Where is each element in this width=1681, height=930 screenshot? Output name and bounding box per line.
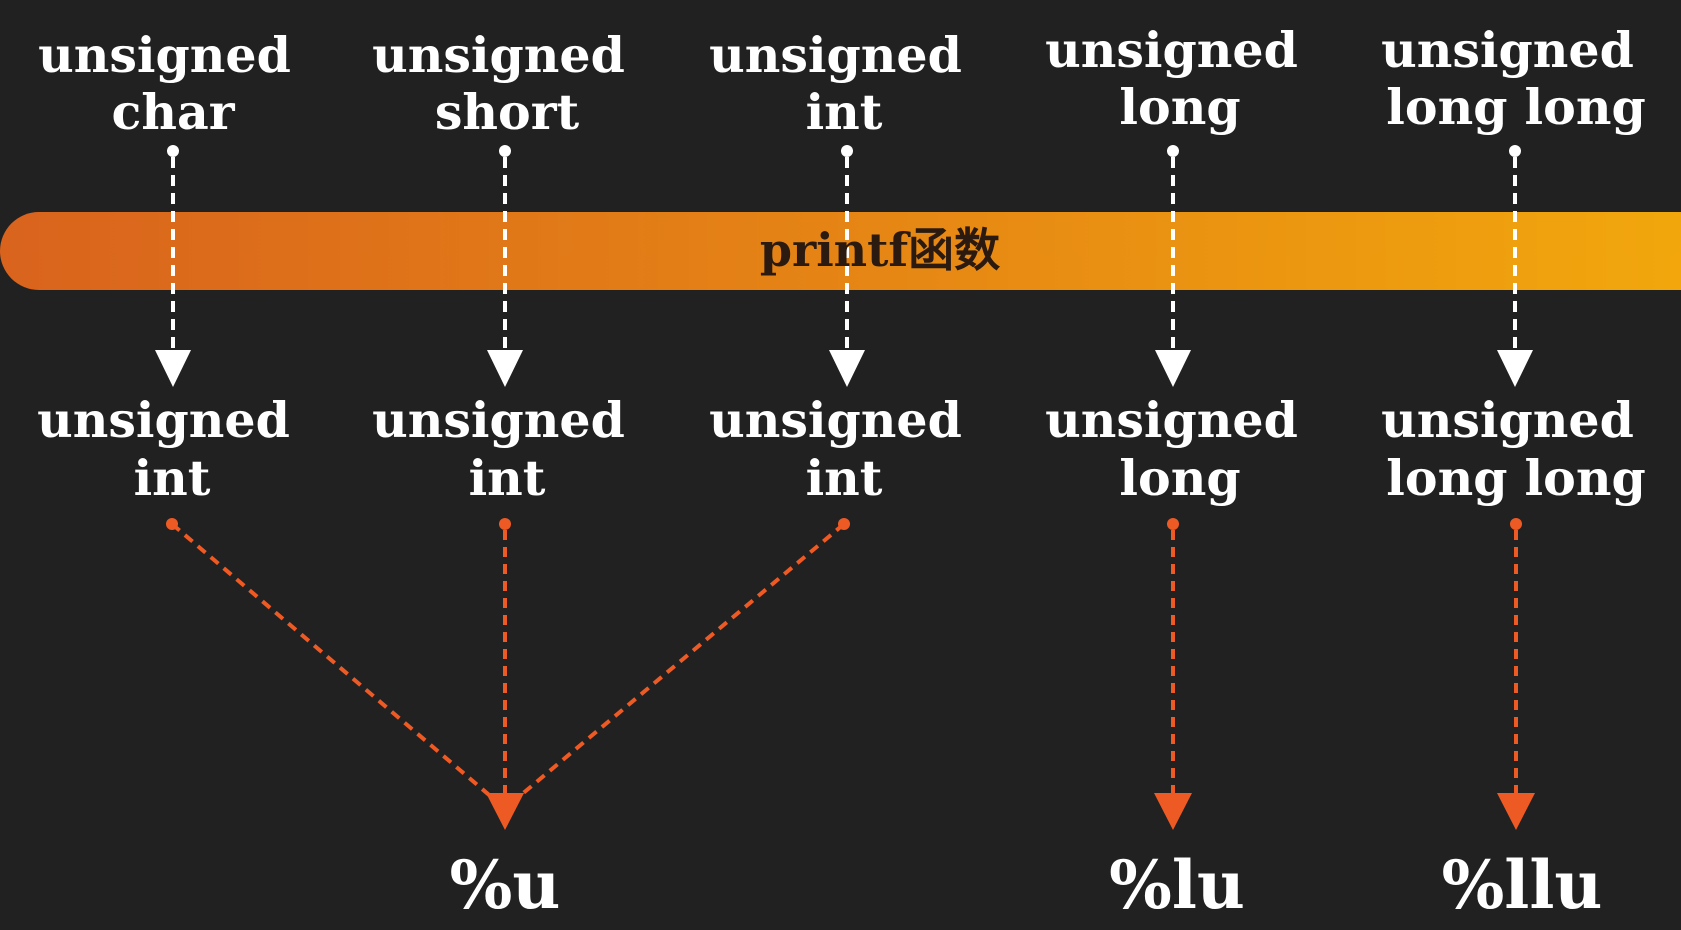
source-type-short: unsigned short bbox=[372, 26, 642, 141]
promoted-type-from-char: unsigned int bbox=[37, 391, 307, 507]
specifier-arrow-short-to-u bbox=[499, 518, 511, 793]
source-type-char: unsigned char bbox=[38, 26, 308, 141]
promoted-types: unsigned int unsigned int unsigned int u… bbox=[37, 391, 1651, 507]
format-specifier-u: %u bbox=[450, 846, 561, 924]
promotion-arrow-long bbox=[1155, 145, 1191, 387]
promoted-type-long: unsigned long bbox=[1045, 391, 1315, 507]
printf-banner bbox=[0, 212, 1681, 290]
specifier-arrowhead-u bbox=[486, 793, 524, 830]
promotion-arrows bbox=[155, 145, 1533, 387]
promoted-type-long-long: unsigned long long bbox=[1381, 391, 1651, 507]
source-type-int: unsigned int bbox=[709, 26, 979, 141]
source-type-long: unsigned long bbox=[1045, 21, 1315, 136]
specifier-arrow-long-long-to-llu bbox=[1497, 518, 1535, 830]
promotion-arrow-int bbox=[829, 145, 865, 387]
specifier-arrow-long-to-lu bbox=[1154, 518, 1192, 830]
format-specifier-lu: %lu bbox=[1109, 846, 1245, 924]
promoted-type-from-short: unsigned int bbox=[372, 391, 642, 507]
promotion-arrow-char bbox=[155, 145, 191, 387]
promoted-type-from-int: unsigned int bbox=[709, 391, 979, 507]
specifier-arrows bbox=[166, 518, 1535, 830]
format-specifier-llu: %llu bbox=[1442, 846, 1603, 924]
source-types: unsigned char unsigned short unsigned in… bbox=[38, 21, 1651, 141]
format-specifiers: %u %lu %llu bbox=[450, 846, 1603, 924]
specifier-arrow-char-to-u bbox=[166, 518, 497, 802]
source-type-long-long: unsigned long long bbox=[1381, 21, 1651, 136]
printf-banner-label: printf函数 bbox=[760, 223, 1000, 277]
promotion-arrow-long-long bbox=[1497, 145, 1533, 387]
specifier-arrow-int-to-u bbox=[513, 518, 850, 802]
promotion-arrow-short bbox=[487, 145, 523, 387]
